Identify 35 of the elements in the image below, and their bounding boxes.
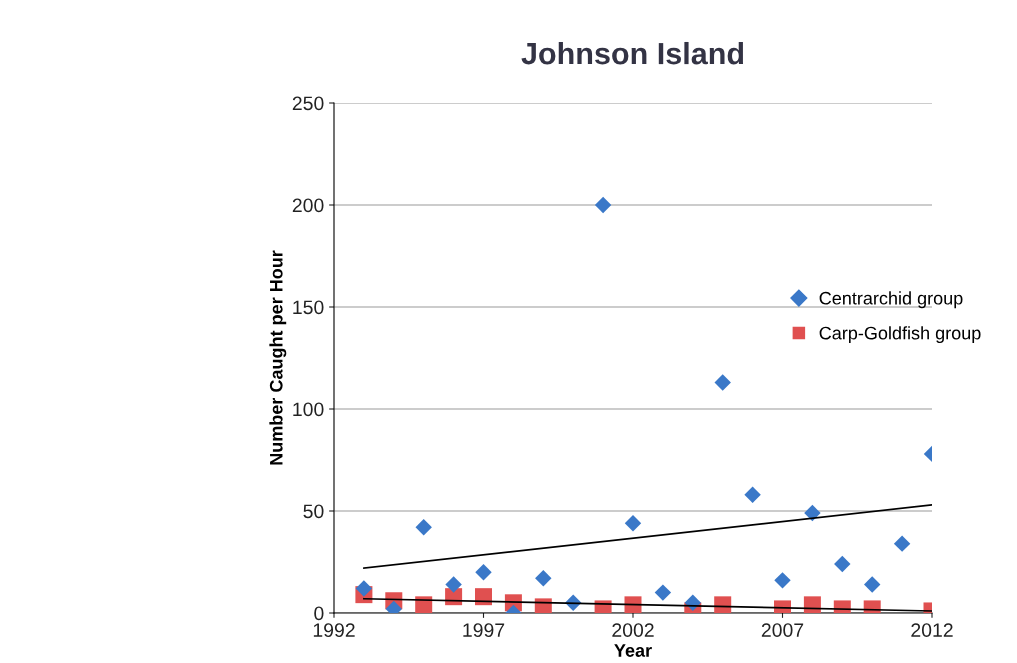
y-tick-label: 100 xyxy=(293,402,324,417)
point xyxy=(714,374,731,391)
point xyxy=(474,588,493,606)
x-tick-label: 2012 xyxy=(911,623,953,637)
x-tick-label: 1997 xyxy=(463,623,505,637)
point xyxy=(744,486,761,503)
point xyxy=(355,580,373,597)
point xyxy=(803,596,821,613)
point xyxy=(534,598,552,613)
y-axis-title: Number Caught per Hour xyxy=(269,250,287,465)
x-axis-title: Year xyxy=(614,644,652,657)
y-tick-label: 150 xyxy=(293,300,324,315)
point xyxy=(535,570,552,587)
y-tick-label: 250 xyxy=(292,96,324,111)
point xyxy=(863,576,881,593)
x-tick-label: 2002 xyxy=(612,623,654,637)
point xyxy=(654,584,672,601)
y-tick-label: 50 xyxy=(303,504,324,519)
point xyxy=(445,576,462,593)
point xyxy=(714,596,732,613)
point xyxy=(893,535,911,552)
legend-label: Carp-Goldfish group xyxy=(819,326,981,344)
y-tick-label: 0 xyxy=(314,606,324,621)
point xyxy=(415,519,432,536)
point xyxy=(834,555,851,573)
chart-title: Johnson Island xyxy=(521,41,744,65)
legend-label: Centrarchid group xyxy=(819,291,963,309)
x-tick-label: 1992 xyxy=(313,623,355,637)
point xyxy=(774,572,791,589)
y-tick-label: 200 xyxy=(292,198,324,213)
point xyxy=(475,563,492,581)
point xyxy=(624,596,642,613)
point xyxy=(594,196,612,214)
point xyxy=(624,515,642,532)
x-tick-label: 2007 xyxy=(761,623,804,637)
